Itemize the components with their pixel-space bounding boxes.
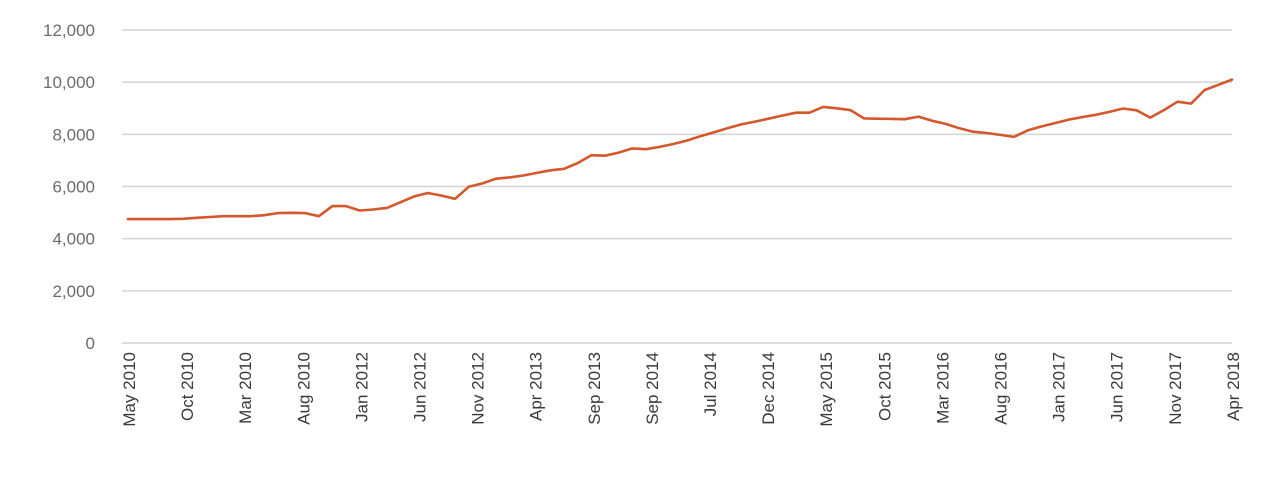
y-tick-label: 10,000	[43, 73, 95, 92]
x-tick-label: Apr 2018	[1224, 352, 1243, 421]
y-axis-tick-labels: 0 2,000 4,000 6,000 8,000 10,000 12,000	[43, 21, 95, 353]
x-tick-label: Jul 2014	[701, 352, 720, 416]
x-tick-label: Jan 2012	[352, 352, 371, 422]
x-tick-label: Mar 2010	[236, 352, 255, 424]
gridlines	[122, 29, 1232, 344]
y-tick-label: 6,000	[52, 178, 95, 197]
x-tick-label: May 2015	[817, 352, 836, 427]
x-tick-label: Nov 2012	[469, 352, 488, 425]
y-tick-label: 4,000	[52, 230, 95, 249]
x-axis-tick-labels: May 2010 Oct 2010 Mar 2010 Aug 2010 Jan 2012…	[120, 352, 1243, 427]
x-tick-label: Apr 2013	[527, 352, 546, 421]
x-tick-label: Aug 2010	[294, 352, 313, 425]
x-tick-label: Mar 2016	[933, 352, 952, 424]
x-tick-label: Oct 2015	[875, 352, 894, 421]
x-tick-label: Sep 2013	[585, 352, 604, 425]
x-tick-label: Sep 2014	[643, 352, 662, 425]
x-tick-label: Jun 2012	[410, 352, 429, 422]
series-line	[126, 78, 1234, 221]
x-tick-label: Oct 2010	[178, 352, 197, 421]
y-tick-label: 8,000	[52, 125, 95, 144]
y-tick-label: 12,000	[43, 21, 95, 40]
y-tick-label: 2,000	[52, 282, 95, 301]
x-tick-label: May 2010	[120, 352, 139, 427]
series-layer	[126, 78, 1234, 221]
x-tick-label: Dec 2014	[759, 352, 778, 425]
x-tick-label: Aug 2016	[992, 352, 1011, 425]
x-tick-label: Jan 2017	[1050, 352, 1069, 422]
x-tick-label: Nov 2017	[1166, 352, 1185, 425]
y-tick-label: 0	[86, 334, 95, 353]
x-tick-label: Jun 2017	[1108, 352, 1127, 422]
